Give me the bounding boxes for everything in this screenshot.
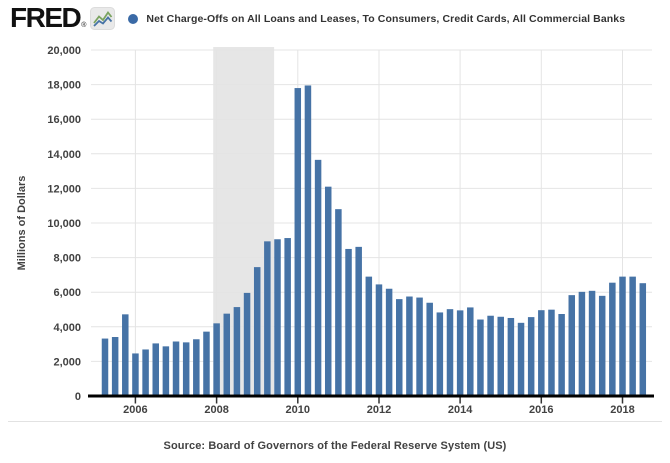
bar-2009-Q1[interactable]: 2009 Q1: 7450 bbox=[253, 267, 261, 396]
chart-plot-area[interactable]: 2005 Q2: 33202005 Q3: 34102005 Q4: 47202… bbox=[0, 0, 670, 430]
bar-2007-Q3[interactable]: 2007 Q3: 3280 bbox=[193, 339, 200, 396]
bar-2008-Q1[interactable]: 2008 Q1: 4200 bbox=[213, 323, 220, 396]
bar-2012-Q1[interactable]: 2012 Q1: 6450 bbox=[375, 284, 383, 396]
footer-divider bbox=[8, 421, 662, 422]
bar-2008-Q2[interactable]: 2008 Q2: 4760 bbox=[223, 313, 231, 396]
legend-dot-icon bbox=[128, 14, 139, 24]
x-tick-label: 2010 bbox=[286, 404, 310, 416]
y-tick-label: 12,000 bbox=[47, 183, 81, 195]
registered-mark-icon: ® bbox=[81, 22, 87, 29]
x-tick-label: 2014 bbox=[448, 404, 473, 416]
bar-2015-Q2[interactable]: 2015 Q2: 4510 bbox=[507, 317, 515, 396]
bar-2008-Q4[interactable]: 2008 Q4: 5960 bbox=[243, 292, 251, 396]
source-attribution: Source: Board of Governors of the Federa… bbox=[163, 440, 507, 452]
x-tick-label: 2016 bbox=[529, 404, 553, 416]
y-tick-label: 4,000 bbox=[53, 322, 81, 334]
fred-logo[interactable]: FRED ® bbox=[10, 2, 116, 33]
fred-sparkline-icon bbox=[90, 7, 116, 30]
bar-2017-Q1[interactable]: 2017 Q1: 6020 bbox=[578, 291, 586, 396]
y-tick-label: 8,000 bbox=[53, 253, 81, 265]
bar-2014-Q2[interactable]: 2014 Q2: 5120 bbox=[467, 307, 474, 396]
bar-2017-Q3[interactable]: 2017 Q3: 5790 bbox=[598, 295, 606, 396]
bar-2018-Q2[interactable]: 2018 Q2: 6900 bbox=[629, 276, 636, 396]
bar-2016-Q3[interactable]: 2016 Q3: 4740 bbox=[558, 314, 565, 396]
bar-2014-Q1[interactable]: 2014 Q1: 4950 bbox=[456, 310, 464, 396]
y-tick-label: 0 bbox=[75, 391, 81, 403]
y-tick-label: 18,000 bbox=[47, 80, 81, 92]
x-tick-label: 2008 bbox=[204, 404, 228, 416]
y-tick-label: 10,000 bbox=[47, 218, 81, 230]
bar-2011-Q2[interactable]: 2011 Q2: 8500 bbox=[345, 248, 352, 396]
bar-2011-Q3[interactable]: 2011 Q3: 8620 bbox=[355, 246, 362, 396]
bar-2010-Q4[interactable]: 2010 Q4: 12100 bbox=[324, 186, 332, 396]
x-tick-label: 2018 bbox=[610, 404, 634, 416]
chart-legend: Net Charge-Offs on All Loans and Leases,… bbox=[128, 13, 625, 25]
bar-2009-Q2[interactable]: 2009 Q2: 8940 bbox=[264, 241, 271, 396]
header: FRED ® Net Charge-Offs on All Loans and L… bbox=[10, 2, 625, 33]
bar-2016-Q4[interactable]: 2016 Q4: 5830 bbox=[568, 295, 576, 396]
y-tick-label: 20,000 bbox=[47, 45, 81, 57]
bar-2016-Q2[interactable]: 2016 Q2: 4990 bbox=[548, 309, 555, 396]
recession-band bbox=[213, 47, 275, 394]
bar-2013-Q4[interactable]: 2013 Q4: 5020 bbox=[446, 309, 454, 396]
bar-2013-Q3[interactable]: 2013 Q3: 4830 bbox=[436, 312, 444, 396]
bar-2008-Q3[interactable]: 2008 Q3: 5140 bbox=[233, 307, 241, 396]
x-axis-line bbox=[88, 394, 654, 398]
bar-2017-Q2[interactable]: 2017 Q2: 6080 bbox=[588, 290, 596, 396]
legend-series-label: Net Charge-Offs on All Loans and Leases,… bbox=[146, 13, 626, 25]
y-tick-label: 16,000 bbox=[47, 114, 81, 126]
x-tick-label: 2006 bbox=[123, 404, 147, 416]
bar-2015-Q4[interactable]: 2015 Q4: 4560 bbox=[527, 317, 535, 396]
bar-2010-Q1[interactable]: 2010 Q1: 17800 bbox=[294, 88, 302, 396]
bar-2005-Q3[interactable]: 2005 Q3: 3410 bbox=[111, 337, 119, 396]
bar-2017-Q4[interactable]: 2017 Q4: 6550 bbox=[609, 282, 616, 396]
y-tick-label: 2,000 bbox=[53, 356, 81, 368]
bar-2011-Q1[interactable]: 2011 Q1: 10800 bbox=[335, 209, 342, 396]
bar-2005-Q4[interactable]: 2005 Q4: 4720 bbox=[122, 314, 129, 396]
bar-2018-Q3[interactable]: 2018 Q3: 6520 bbox=[639, 283, 647, 396]
bar-2018-Q1[interactable]: 2018 Q1: 6900 bbox=[619, 276, 626, 396]
bar-2010-Q3[interactable]: 2010 Q3: 13650 bbox=[314, 159, 322, 396]
bar-2006-Q3[interactable]: 2006 Q3: 3040 bbox=[152, 343, 159, 396]
bar-2012-Q3[interactable]: 2012 Q3: 5600 bbox=[396, 299, 403, 396]
y-tick-label: 14,000 bbox=[47, 149, 81, 161]
bar-2005-Q2[interactable]: 2005 Q2: 3320 bbox=[101, 338, 109, 396]
bar-2007-Q2[interactable]: 2007 Q2: 3100 bbox=[182, 342, 190, 396]
bar-2013-Q2[interactable]: 2013 Q2: 5390 bbox=[426, 302, 433, 396]
bar-2007-Q4[interactable]: 2007 Q4: 3720 bbox=[203, 331, 210, 396]
bar-2015-Q3[interactable]: 2015 Q3: 4230 bbox=[517, 322, 525, 396]
bar-2014-Q4[interactable]: 2014 Q4: 4640 bbox=[487, 315, 494, 396]
bar-2012-Q4[interactable]: 2012 Q4: 5750 bbox=[406, 296, 413, 396]
bar-2009-Q3[interactable]: 2009 Q3: 9060 bbox=[274, 239, 281, 396]
bar-2010-Q2[interactable]: 2010 Q2: 17950 bbox=[304, 85, 312, 396]
fred-logo-text: FRED bbox=[10, 2, 82, 33]
bar-2006-Q2[interactable]: 2006 Q2: 2690 bbox=[142, 349, 149, 396]
bar-2016-Q1[interactable]: 2016 Q1: 4960 bbox=[538, 310, 545, 396]
bar-2014-Q3[interactable]: 2014 Q3: 4420 bbox=[477, 319, 484, 396]
bar-2011-Q4[interactable]: 2011 Q4: 6900 bbox=[365, 276, 373, 396]
bar-2006-Q4[interactable]: 2006 Q4: 2870 bbox=[162, 346, 170, 396]
bar-2009-Q4[interactable]: 2009 Q4: 9130 bbox=[284, 238, 291, 396]
bar-2007-Q1[interactable]: 2007 Q1: 3150 bbox=[172, 341, 180, 397]
bar-2015-Q1[interactable]: 2015 Q1: 4580 bbox=[497, 316, 504, 396]
y-tick-label: 6,000 bbox=[53, 287, 81, 299]
bar-2013-Q1[interactable]: 2013 Q1: 5690 bbox=[416, 297, 423, 396]
x-tick-label: 2012 bbox=[367, 404, 391, 416]
bar-2006-Q1[interactable]: 2006 Q1: 2460 bbox=[132, 353, 139, 396]
